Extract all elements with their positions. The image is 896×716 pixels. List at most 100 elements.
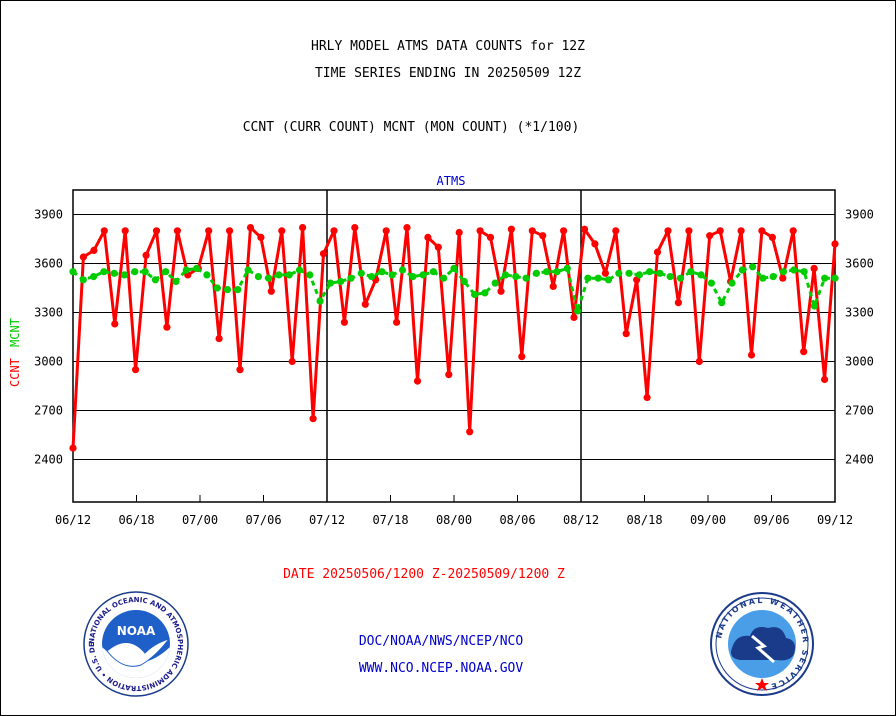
data-point-mcnt [512, 273, 520, 281]
data-point-mcnt [409, 273, 417, 281]
y-tick-label-left: 2700 [34, 404, 63, 418]
data-point-mcnt [831, 274, 839, 282]
data-point-mcnt [295, 266, 304, 274]
data-point-ccnt [664, 227, 672, 235]
data-point-mcnt [90, 273, 98, 281]
data-point-mcnt [594, 274, 602, 282]
data-point-ccnt [539, 232, 547, 240]
data-point-mcnt [769, 273, 777, 281]
x-tick-label: 07/12 [309, 513, 345, 527]
data-point-mcnt [388, 271, 396, 279]
y-tick-label-left: 3600 [34, 257, 63, 271]
data-point-ccnt [111, 320, 119, 328]
data-point-ccnt [163, 323, 171, 331]
data-point-mcnt [666, 273, 674, 281]
nco-website-link[interactable]: WWW.NCO.NCEP.NOAA.GOV [358, 661, 524, 676]
data-point-mcnt [759, 274, 767, 282]
data-point-ccnt [90, 246, 98, 254]
data-point-mcnt [234, 286, 242, 294]
data-point-mcnt [275, 271, 283, 279]
data-point-mcnt [378, 268, 386, 276]
data-point-ccnt [779, 274, 787, 282]
data-point-mcnt [306, 271, 314, 279]
x-tick-label: 08/18 [626, 513, 662, 527]
data-point-mcnt [337, 277, 345, 286]
data-point-ccnt [132, 366, 140, 374]
data-point-mcnt [285, 271, 293, 279]
data-point-ccnt [580, 225, 589, 233]
data-point-ccnt [288, 357, 296, 366]
data-point-mcnt [687, 268, 695, 276]
data-point-ccnt [246, 224, 255, 232]
data-point-mcnt [635, 271, 644, 279]
x-tick-label: 08/06 [499, 513, 535, 527]
data-point-mcnt [604, 276, 613, 284]
y-tick-label-right: 2700 [845, 404, 874, 418]
data-point-mcnt [532, 269, 541, 277]
data-point-mcnt [141, 268, 149, 276]
data-point-mcnt [244, 266, 252, 274]
data-point-ccnt [226, 227, 234, 235]
data-point-mcnt [707, 279, 716, 287]
data-point-mcnt [347, 274, 355, 282]
x-tick-label: 09/12 [817, 513, 853, 527]
data-point-ccnt [622, 330, 630, 338]
y-tick-label-right: 2400 [845, 453, 874, 467]
data-point-mcnt [646, 268, 654, 276]
data-point-ccnt [205, 227, 213, 235]
data-point-ccnt [737, 227, 745, 235]
data-point-ccnt [100, 227, 108, 235]
data-point-mcnt [810, 302, 819, 310]
data-point-mcnt [779, 268, 788, 276]
data-point-ccnt [403, 224, 411, 232]
y-tick-label-left: 3300 [34, 306, 63, 320]
data-point-mcnt [151, 276, 159, 284]
data-point-mcnt [326, 279, 334, 287]
data-point-mcnt [203, 271, 211, 279]
data-point-ccnt [591, 240, 599, 248]
data-point-mcnt [471, 290, 479, 299]
series-layer [69, 224, 839, 452]
data-point-ccnt [434, 243, 442, 251]
y-axis-label-mcnt: MCNT [8, 318, 22, 347]
nco-org-link[interactable]: DOC/NOAA/NWS/NCEP/NCO [358, 634, 524, 649]
data-point-ccnt [173, 227, 181, 235]
data-point-mcnt [100, 268, 108, 276]
data-point-ccnt [152, 227, 161, 235]
data-point-ccnt [549, 282, 557, 290]
series-line-ccnt [71, 226, 837, 449]
data-point-mcnt [182, 266, 190, 274]
data-point-mcnt [419, 271, 427, 279]
y-tick-label-left: 3000 [34, 355, 63, 369]
data-point-mcnt [79, 276, 87, 284]
data-point-ccnt [69, 444, 77, 452]
chart-title-line1: HRLY MODEL ATMS DATA COUNTS for 12Z [311, 39, 585, 54]
data-point-mcnt [563, 264, 571, 272]
data-point-ccnt [476, 227, 484, 235]
x-tick-label: 08/12 [563, 513, 599, 527]
data-point-ccnt [299, 224, 307, 232]
data-point-ccnt [695, 357, 703, 366]
data-point-mcnt [131, 268, 139, 276]
data-point-mcnt [697, 271, 705, 279]
data-point-ccnt [215, 335, 223, 343]
data-point-ccnt [528, 227, 536, 235]
nws-logo-icon: NATIONAL WEATHER SERVICE [710, 592, 814, 696]
data-point-ccnt [518, 353, 526, 361]
data-point-mcnt [223, 286, 232, 294]
data-point-ccnt [361, 300, 369, 308]
data-point-ccnt [455, 228, 463, 237]
data-point-mcnt [162, 268, 170, 276]
data-point-mcnt [316, 297, 324, 305]
x-tick-label: 06/12 [55, 513, 91, 527]
data-point-ccnt [257, 233, 265, 241]
data-point-mcnt [543, 268, 551, 276]
series-line-mcnt [72, 265, 835, 313]
data-point-ccnt [716, 227, 724, 235]
data-point-ccnt [560, 227, 568, 235]
data-point-mcnt [584, 274, 592, 282]
x-tick-label: 09/06 [753, 513, 789, 527]
chart-subtitle: CCNT (CURR COUNT) MCNT (MON COUNT) (*1/1… [242, 120, 580, 135]
data-point-ccnt [142, 251, 150, 259]
